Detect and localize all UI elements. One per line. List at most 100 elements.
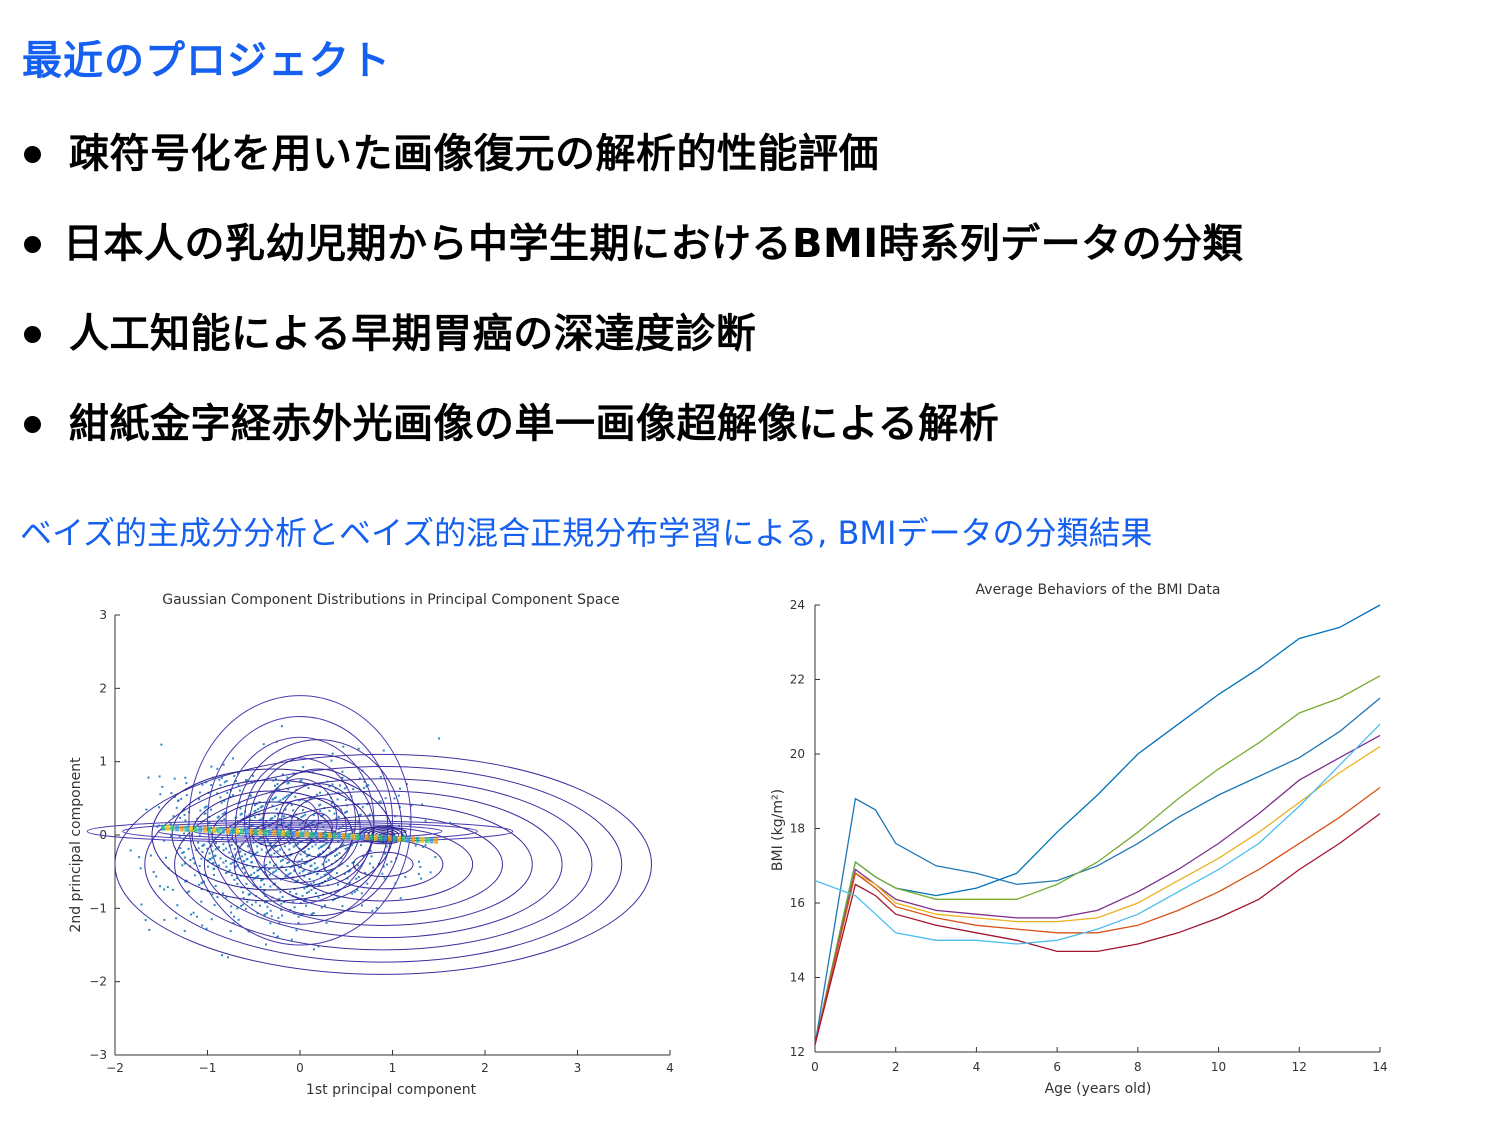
data-point — [382, 865, 385, 868]
data-point — [340, 844, 343, 847]
data-point — [287, 873, 290, 876]
data-point — [230, 874, 233, 877]
data-point — [210, 765, 213, 768]
data-point — [289, 872, 292, 875]
data-point — [329, 876, 332, 879]
data-point — [216, 767, 219, 770]
data-point — [313, 862, 316, 865]
data-point — [231, 861, 234, 864]
data-point — [367, 832, 370, 835]
data-point — [263, 864, 266, 867]
data-point — [329, 870, 332, 873]
data-point — [237, 857, 240, 860]
gaussian-component — [114, 753, 652, 975]
data-point — [228, 832, 231, 835]
data-point — [182, 851, 185, 854]
data-point — [288, 848, 291, 851]
data-point — [287, 781, 290, 784]
data-point — [288, 860, 291, 863]
density-cell — [184, 825, 189, 832]
data-point — [263, 828, 266, 831]
y-tick-label: 2 — [99, 681, 107, 695]
data-point — [310, 864, 313, 867]
data-point — [338, 852, 341, 855]
data-point — [308, 877, 311, 880]
density-cell — [309, 831, 314, 838]
data-point — [284, 808, 287, 811]
data-point — [273, 784, 276, 787]
data-point — [332, 806, 335, 809]
data-point — [193, 862, 196, 865]
data-point — [183, 813, 186, 816]
density-cell — [161, 824, 166, 831]
data-point — [410, 804, 413, 807]
data-point — [239, 813, 242, 816]
density-cell — [235, 828, 240, 835]
data-point — [321, 814, 324, 817]
data-point — [183, 856, 186, 859]
data-point — [229, 795, 232, 798]
data-point — [241, 903, 244, 906]
data-point — [399, 787, 402, 790]
data-point — [356, 889, 359, 892]
y-tick-label: 14 — [790, 971, 805, 985]
data-point — [201, 881, 204, 884]
data-point — [156, 825, 159, 828]
data-point — [305, 904, 308, 907]
data-point — [290, 792, 293, 795]
data-point — [273, 864, 276, 867]
data-point — [242, 860, 245, 863]
data-point — [305, 855, 308, 858]
data-point — [346, 846, 349, 849]
data-point — [254, 852, 257, 855]
data-point — [283, 845, 286, 848]
data-point — [258, 801, 261, 804]
data-point — [341, 905, 344, 908]
data-point — [250, 861, 253, 864]
data-point — [224, 811, 227, 814]
density-cell — [202, 826, 207, 833]
data-point — [368, 862, 371, 865]
density-cell — [244, 828, 249, 835]
data-point — [297, 921, 300, 924]
density-cell — [179, 825, 184, 832]
data-point — [210, 918, 213, 921]
data-point — [249, 794, 252, 797]
x-tick-label: 2 — [892, 1060, 900, 1074]
data-point — [298, 872, 301, 875]
data-point — [420, 877, 423, 880]
data-point — [245, 822, 248, 825]
data-point — [330, 869, 333, 872]
data-point — [250, 855, 253, 858]
data-point — [319, 809, 322, 812]
data-point — [327, 859, 330, 862]
data-point — [382, 749, 385, 752]
data-point — [254, 809, 257, 812]
data-point — [298, 866, 301, 869]
data-point — [279, 829, 282, 832]
data-point — [260, 848, 263, 851]
data-point — [317, 854, 320, 857]
density-cell — [318, 832, 323, 839]
data-point — [250, 873, 253, 876]
data-point — [222, 861, 225, 864]
data-point — [290, 804, 293, 807]
density-cell — [175, 825, 180, 832]
data-point — [248, 892, 251, 895]
data-point — [237, 918, 240, 921]
data-point — [230, 843, 233, 846]
data-point — [269, 818, 272, 821]
data-point — [325, 860, 328, 863]
data-point — [247, 893, 250, 896]
data-point — [258, 904, 261, 907]
data-point — [232, 922, 235, 925]
density-cell — [290, 830, 295, 837]
data-point — [140, 903, 143, 906]
data-point — [364, 871, 367, 874]
data-point — [307, 848, 310, 851]
data-point — [203, 806, 206, 809]
density-cell — [383, 835, 388, 842]
data-point — [261, 878, 264, 881]
data-point — [383, 852, 386, 855]
data-point — [179, 847, 182, 850]
